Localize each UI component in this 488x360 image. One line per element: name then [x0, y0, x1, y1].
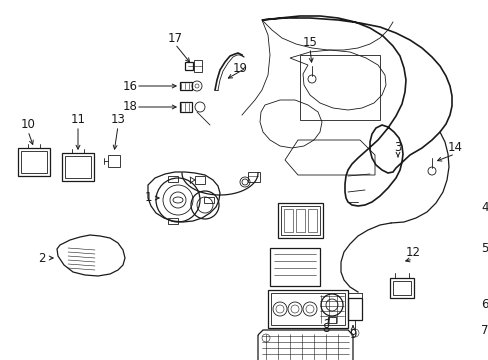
Text: 16: 16 — [122, 80, 137, 93]
Text: 13: 13 — [110, 113, 125, 126]
Bar — [278, 203, 323, 238]
Bar — [281, 206, 319, 235]
Text: 7: 7 — [480, 324, 488, 337]
Text: 9: 9 — [348, 328, 356, 342]
Bar — [295, 209, 305, 232]
Bar — [392, 281, 410, 295]
Text: 1: 1 — [144, 192, 151, 204]
Bar — [270, 293, 345, 325]
Text: 17: 17 — [167, 31, 182, 45]
Bar — [62, 153, 94, 181]
Text: 5: 5 — [480, 242, 488, 255]
Bar — [267, 290, 347, 328]
Bar — [21, 151, 47, 173]
Bar — [389, 278, 413, 298]
Text: 8: 8 — [322, 321, 329, 334]
Text: 10: 10 — [20, 118, 35, 131]
Bar — [307, 209, 316, 232]
Text: 18: 18 — [122, 100, 137, 113]
Text: 4: 4 — [480, 202, 488, 215]
Text: 19: 19 — [232, 62, 247, 75]
Text: 14: 14 — [447, 141, 462, 154]
Text: 2: 2 — [38, 252, 46, 265]
Text: 6: 6 — [480, 298, 488, 311]
Bar — [18, 148, 50, 176]
Text: 15: 15 — [302, 36, 317, 49]
Text: 12: 12 — [405, 247, 420, 260]
Bar — [65, 156, 91, 178]
Text: 11: 11 — [70, 113, 85, 126]
Text: 3: 3 — [393, 141, 401, 154]
Bar — [284, 209, 292, 232]
Bar — [269, 248, 319, 286]
